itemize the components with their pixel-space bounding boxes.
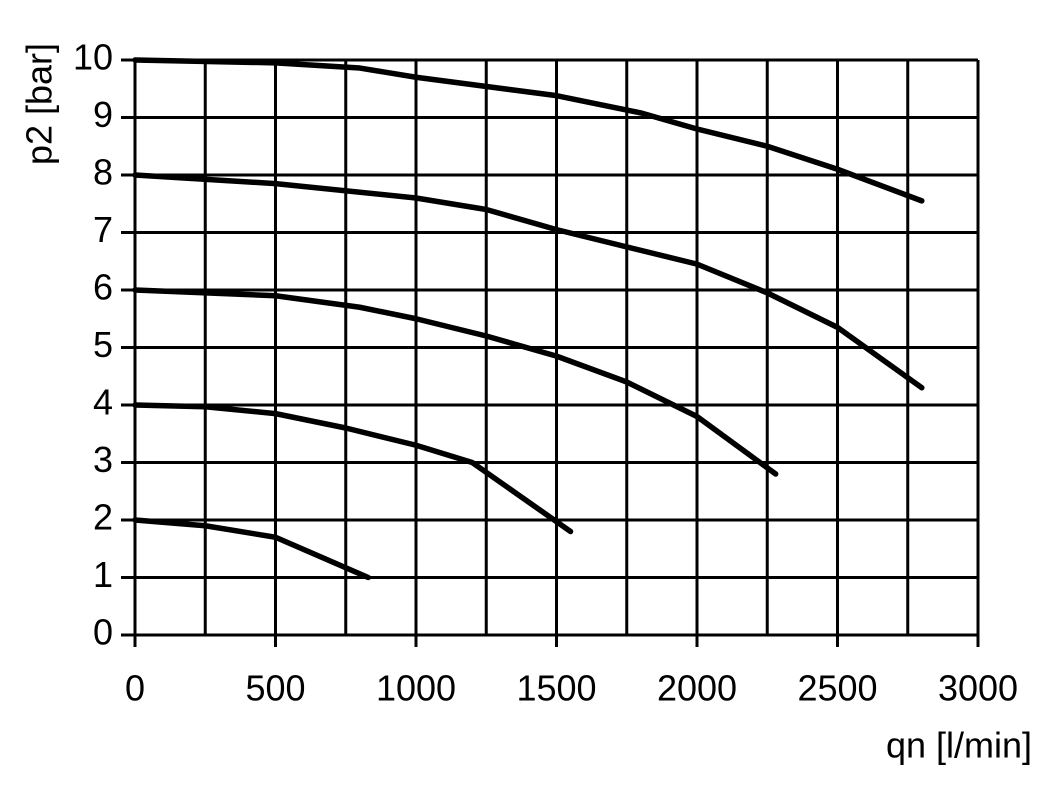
y-tick-label: 0: [93, 612, 113, 653]
y-tick-label: 5: [93, 324, 113, 365]
y-tick-label: 10: [73, 37, 113, 78]
y-tick-label: 8: [93, 152, 113, 193]
curve: [132, 57, 925, 204]
y-tick-label: 1: [93, 554, 113, 595]
curve: [132, 287, 779, 477]
y-tick-label: 2: [93, 497, 113, 538]
x-axis-label: qn [l/min]: [886, 725, 1032, 766]
x-tick-label: 1000: [376, 668, 456, 709]
x-tick-label: 2500: [797, 668, 877, 709]
x-tick-label: 0: [125, 668, 145, 709]
y-tick-label: 6: [93, 267, 113, 308]
x-tick-label: 2000: [657, 668, 737, 709]
y-axis-label: p2 [bar]: [19, 43, 60, 165]
y-tick-label: 9: [93, 94, 113, 135]
x-tick-label: 500: [245, 668, 305, 709]
x-tick-label: 1500: [516, 668, 596, 709]
y-tick-label: 4: [93, 382, 113, 423]
curve: [132, 517, 371, 581]
curve: [132, 172, 925, 391]
curve: [132, 402, 574, 535]
y-tick-label: 3: [93, 439, 113, 480]
x-tick-label: 3000: [938, 668, 1018, 709]
y-tick-label: 7: [93, 209, 113, 250]
